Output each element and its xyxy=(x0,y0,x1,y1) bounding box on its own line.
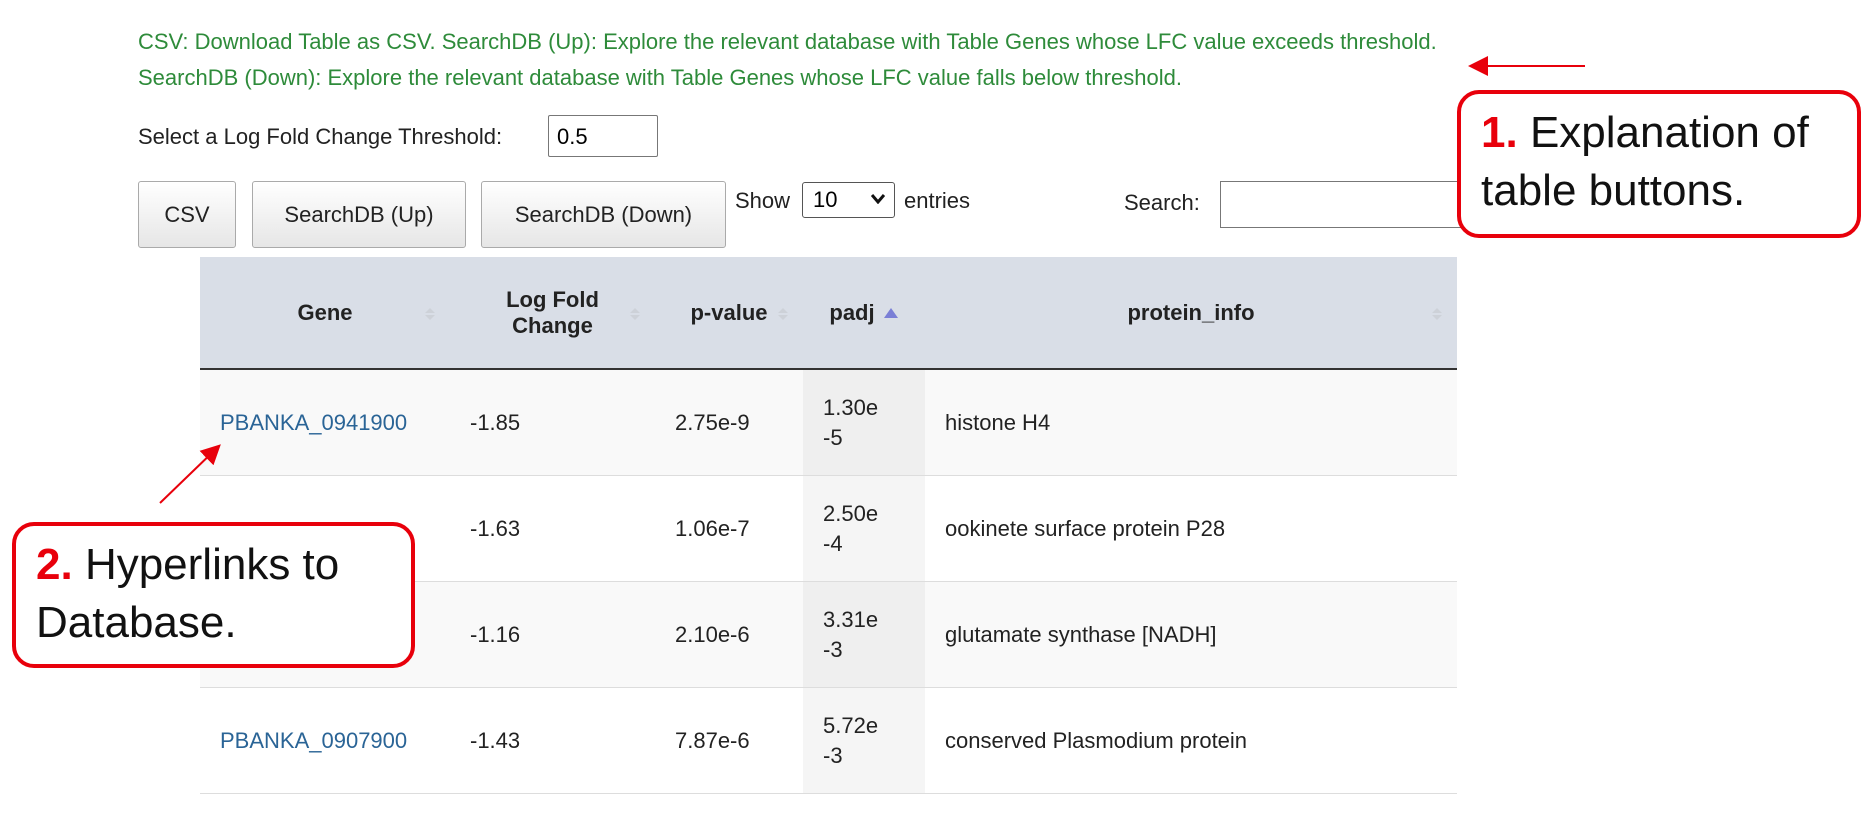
show-label: Show xyxy=(735,188,791,213)
callout-1: 1. Explanation of table buttons. xyxy=(1457,90,1861,238)
column-header[interactable]: protein_info xyxy=(925,257,1457,370)
callout-text: Explanation of table buttons. xyxy=(1481,108,1809,215)
threshold-label: Select a Log Fold Change Threshold: xyxy=(138,124,503,149)
table-cell: -1.63 xyxy=(450,476,655,582)
length-value: 10 xyxy=(813,187,838,212)
table-cell: 2.75e-9 xyxy=(655,370,803,476)
csv-button[interactable]: CSV xyxy=(138,181,236,248)
table-cell: glutamate synthase [NADH] xyxy=(925,582,1457,688)
table-cell: 1.30e-5 xyxy=(803,370,925,476)
table-cell: -1.43 xyxy=(450,688,655,794)
callout-number: 1. xyxy=(1481,108,1518,157)
table-cell: 2.10e-6 xyxy=(655,582,803,688)
column-header[interactable]: Gene xyxy=(200,257,450,370)
search-label: Search: xyxy=(1124,190,1200,215)
column-header[interactable]: Log Fold Change xyxy=(450,257,655,370)
table-cell: 5.72e-3 xyxy=(803,688,925,794)
column-header[interactable]: padj xyxy=(803,257,925,370)
threshold-input[interactable]: 0.5 xyxy=(548,115,658,157)
sort-icon xyxy=(630,308,640,320)
sort-icon xyxy=(425,308,435,320)
table-cell: conserved Plasmodium protein xyxy=(925,688,1457,794)
header-text: Gene xyxy=(297,299,353,325)
table-cell: -1.16 xyxy=(450,582,655,688)
entries-label: entries xyxy=(904,188,971,213)
table-cell: 1.06e-7 xyxy=(655,476,803,582)
column-header[interactable]: p-value xyxy=(655,257,803,370)
length-select[interactable]: 10 xyxy=(802,182,895,218)
table-cell: 2.50e-4 xyxy=(803,476,925,582)
table-cell: 7.87e-6 xyxy=(655,688,803,794)
arrow-2 xyxy=(159,444,221,504)
sort-icon xyxy=(883,307,898,318)
searchdb-up-button[interactable]: SearchDB (Up) xyxy=(252,181,466,248)
header-text: Log Fold Change xyxy=(506,286,599,338)
searchdb-down-button[interactable]: SearchDB (Down) xyxy=(481,181,726,248)
table-cell: -1.85 xyxy=(450,370,655,476)
table-cell: ookinete surface protein P28 xyxy=(925,476,1457,582)
callout-number: 2. xyxy=(36,540,73,589)
callout-text: Hyperlinks to Database. xyxy=(36,540,340,647)
dropdown-icon xyxy=(871,194,885,204)
header-text: p-value xyxy=(690,299,768,325)
gene-link[interactable]: PBANKA_0941900 xyxy=(200,370,450,476)
header-text: protein_info xyxy=(1127,299,1255,325)
callout-2: 2. Hyperlinks to Database. xyxy=(12,522,415,668)
header-text: padj xyxy=(829,299,875,325)
table-cell: 3.31e-3 xyxy=(803,582,925,688)
sort-icon xyxy=(778,308,788,320)
table-cell: histone H4 xyxy=(925,370,1457,476)
description: CSV: Download Table as CSV. SearchDB (Up… xyxy=(138,29,1437,90)
sort-icon xyxy=(1432,308,1442,320)
gene-link[interactable]: PBANKA_0907900 xyxy=(200,688,450,794)
